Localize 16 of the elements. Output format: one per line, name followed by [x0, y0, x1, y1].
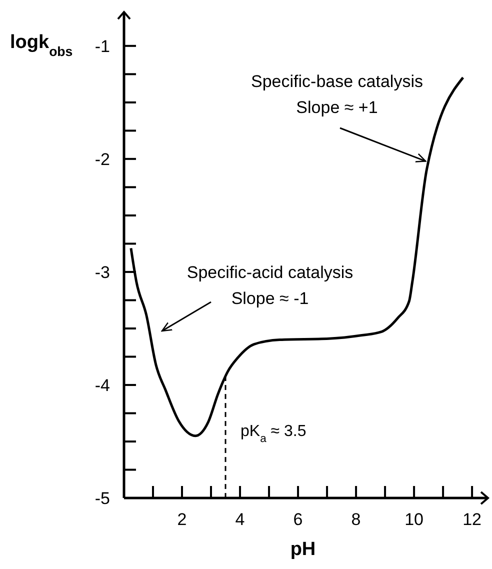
y-tick-label: -5: [94, 489, 110, 508]
x-tick-label: 12: [462, 510, 482, 529]
ref-line-label: pK$_{a}$ ≈ 3.5: [240, 423, 306, 445]
y-tick-label: -3: [94, 262, 110, 282]
y-tick-label: -1: [94, 36, 110, 56]
annotation: Specific-acid catalysis Slope ≈ -1: [186, 263, 354, 308]
x-tick-label: 6: [293, 510, 303, 529]
y-tick-label: -4: [94, 376, 110, 395]
x-axis-title: pH: [290, 539, 316, 560]
x-tick-label: 10: [404, 510, 424, 529]
x-tick-label: 4: [235, 510, 245, 529]
x-tick-label: 2: [177, 510, 187, 529]
x-tick-label: 8: [351, 510, 361, 529]
y-axis-title: logk$_{obs}$: [10, 32, 73, 58]
y-tick-label: -2: [94, 150, 110, 169]
annotation: Specific-base catalysis Slope ≈ +1: [251, 72, 423, 117]
